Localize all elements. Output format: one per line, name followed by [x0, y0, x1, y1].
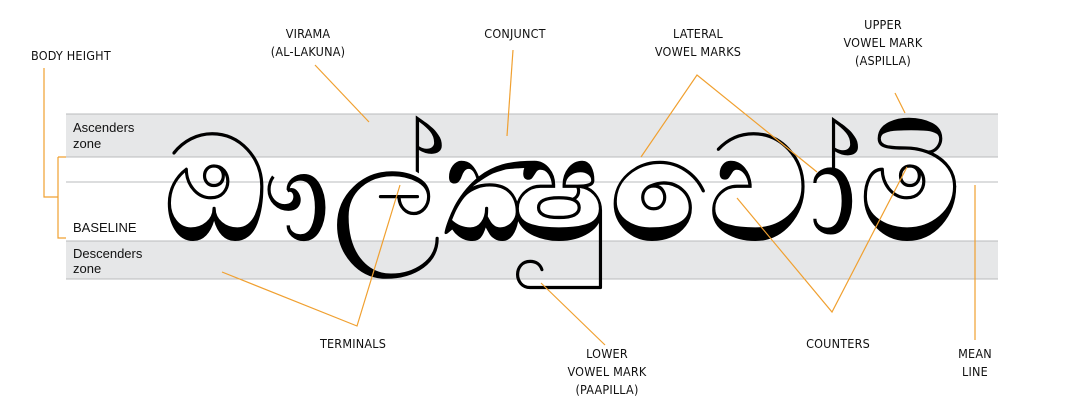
body-height-bracket	[43, 68, 66, 239]
ascenders-zone-label: Ascenders zone	[73, 120, 135, 151]
guide-lines	[66, 113, 998, 280]
leader-lines	[221, 49, 976, 346]
descenders-zone-band	[66, 241, 998, 279]
counters-label: COUNTERS	[806, 336, 870, 351]
virama-leader	[314, 64, 370, 123]
mean-line-label: MEAN LINE	[958, 346, 992, 379]
upper-leader	[894, 92, 906, 114]
ascenders-zone-band	[66, 114, 998, 157]
lower-leader	[540, 282, 606, 346]
conjunct-label: CONJUNCT	[484, 26, 545, 41]
upper-vowel-mark-label: UPPER VOWEL MARK (ASPILLA)	[844, 17, 923, 68]
lower-vowel-mark-label: LOWER VOWEL MARK (PAAPILLA)	[568, 346, 647, 397]
virama-label: VIRAMA (AL-LAKUNA)	[271, 26, 345, 59]
conjunct-leader	[506, 49, 514, 137]
baseline-label: BASELINE	[73, 220, 137, 235]
counters-leader	[736, 166, 908, 314]
descenders-zone-label: Descenders zone	[73, 246, 143, 276]
lateral-leader	[640, 74, 818, 173]
lateral-vowel-marks-label: LATERAL VOWEL MARKS	[655, 26, 741, 59]
terminals-leader	[221, 184, 401, 327]
body-height-label: BODY HEIGHT	[31, 48, 111, 63]
terminals-label: TERMINALS	[319, 336, 386, 351]
sinhala-sample-text: ඖල්ක්‍ෂුවෝමි	[162, 103, 962, 289]
